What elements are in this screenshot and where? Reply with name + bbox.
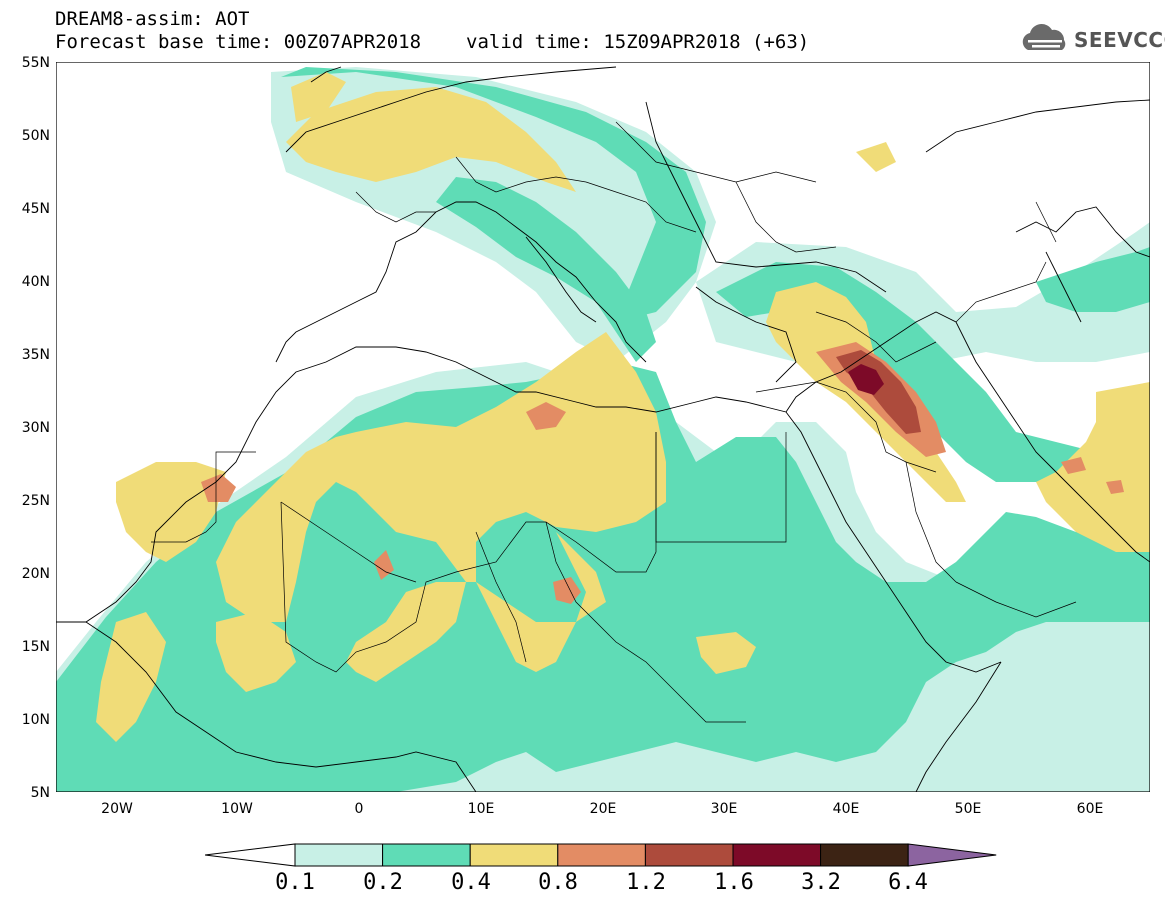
colorbar-segment xyxy=(557,843,646,867)
colorbar-label: 0.8 xyxy=(538,870,578,895)
lat-label: 50N xyxy=(21,128,50,144)
seevccc-logo: SEEVCCC xyxy=(1018,20,1165,60)
colorbar xyxy=(205,843,997,867)
valid-time: valid time: 15Z09APR2018 (+63) xyxy=(466,31,810,53)
lon-label: 10W xyxy=(221,801,253,817)
colorbar-label: 0.2 xyxy=(363,870,403,895)
colorbar-arrow-low xyxy=(205,843,296,867)
lat-label: 15N xyxy=(21,639,50,655)
colorbar-label: 1.2 xyxy=(626,870,666,895)
colorbar-arrow-high xyxy=(907,843,997,867)
colorbar-segment xyxy=(732,843,822,867)
lon-label: 20W xyxy=(101,801,133,817)
colorbar-label: 6.4 xyxy=(888,870,928,895)
lon-label: 20E xyxy=(589,801,617,817)
plot-title: DREAM8-assim: AOT xyxy=(55,8,250,30)
colorbar-label: 1.6 xyxy=(714,870,754,895)
lat-label: 5N xyxy=(30,785,50,801)
colorbar-segment xyxy=(644,843,734,867)
coastlines xyxy=(56,66,1150,792)
colorbar-label: 0.4 xyxy=(451,870,491,895)
lon-label: 60E xyxy=(1076,801,1104,817)
lon-label: 10E xyxy=(467,801,495,817)
lat-label: 30N xyxy=(21,420,50,436)
colorbar-segment xyxy=(294,843,384,867)
lon-label: 40E xyxy=(832,801,860,817)
borders xyxy=(151,121,1077,723)
lat-label: 40N xyxy=(21,274,50,290)
lon-label: 30E xyxy=(710,801,738,817)
lat-label: 45N xyxy=(21,201,50,217)
base-time: Forecast base time: 00Z07APR2018 xyxy=(55,31,422,53)
colorbar-label: 0.1 xyxy=(275,870,315,895)
logo-text: SEEVCCC xyxy=(1074,28,1165,52)
colorbar-segment xyxy=(382,843,471,867)
aot-map xyxy=(56,62,1150,792)
colorbar-segment xyxy=(820,843,909,867)
aot-level-1-6 xyxy=(848,364,884,395)
colorbar-segment xyxy=(469,843,559,867)
colorbar-label: 3.2 xyxy=(801,870,841,895)
lat-label: 10N xyxy=(21,712,50,728)
plot-subtitle: Forecast base time: 00Z07APR2018 valid ti… xyxy=(55,31,809,53)
lon-label: 50E xyxy=(954,801,982,817)
lat-label: 55N xyxy=(21,55,50,71)
lat-label: 25N xyxy=(21,493,50,509)
lon-label: 0 xyxy=(354,801,364,817)
lat-label: 35N xyxy=(21,347,50,363)
cloud-icon xyxy=(1022,24,1066,50)
lat-label: 20N xyxy=(21,566,50,582)
